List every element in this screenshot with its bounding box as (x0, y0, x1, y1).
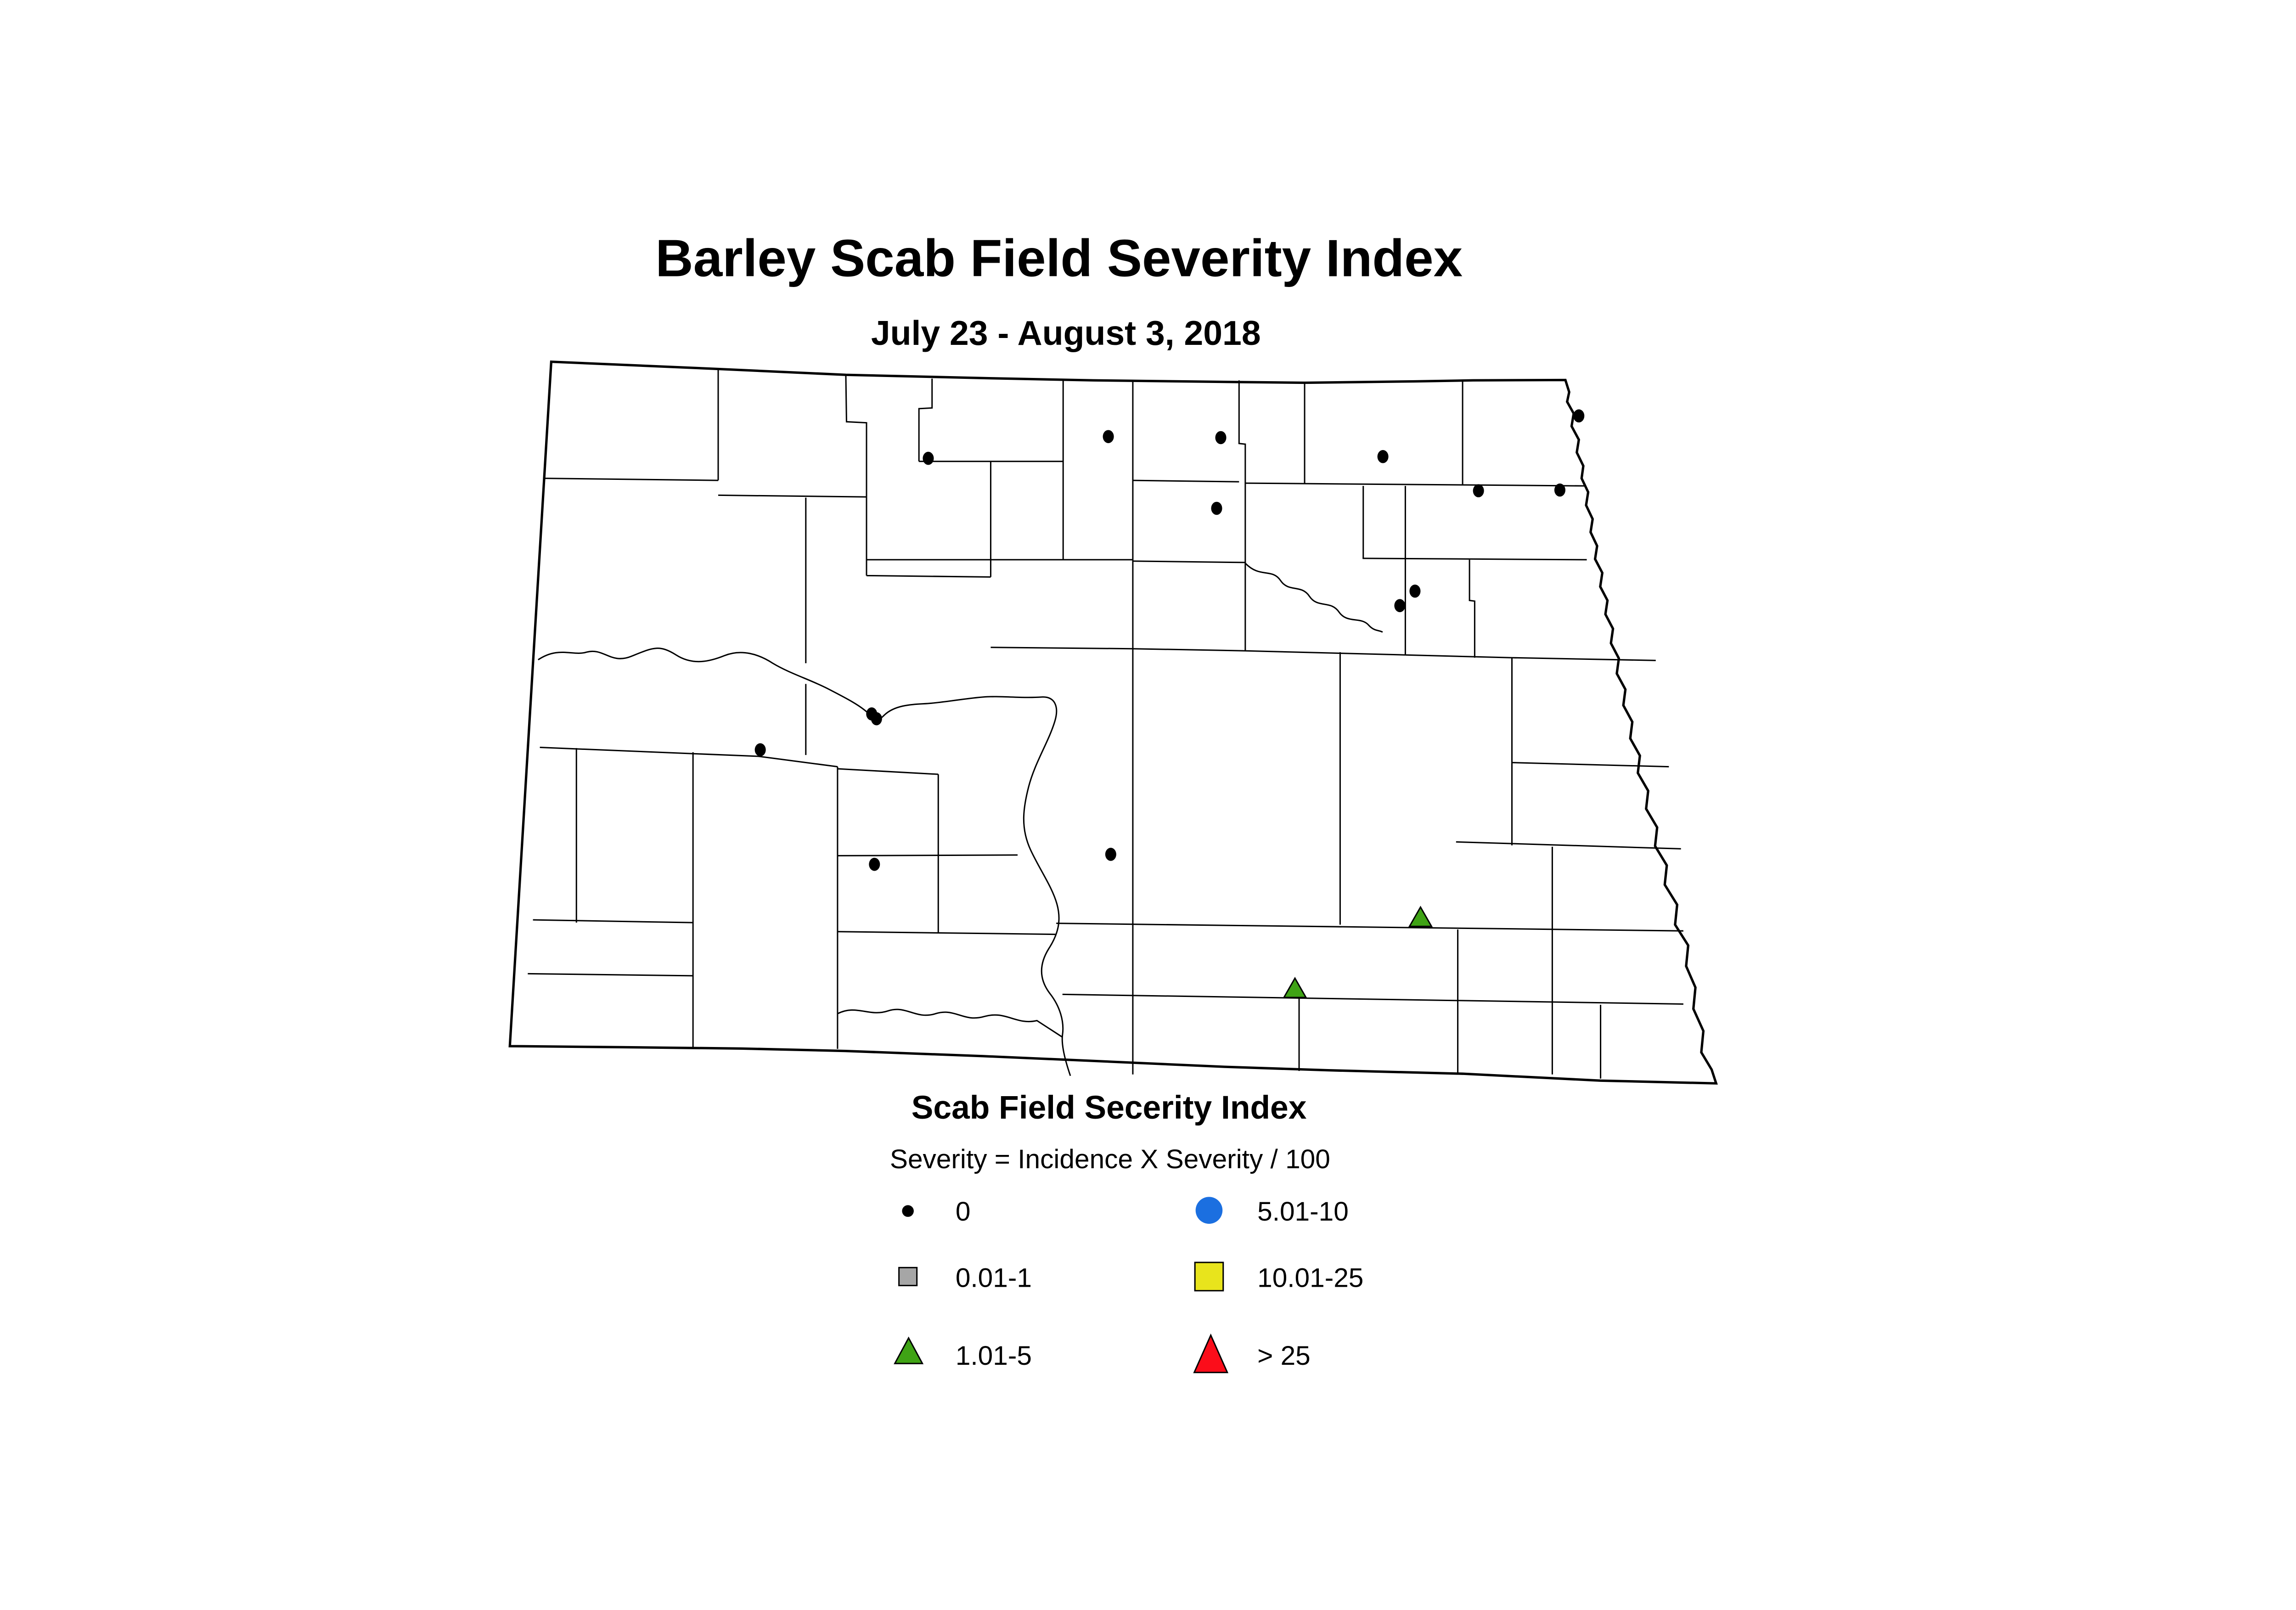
legend-symbol-gray-square-icon (898, 1267, 918, 1286)
county-line (837, 931, 1057, 935)
map-marker-dot (1377, 450, 1389, 463)
legend-label-0-01-1: 0.01-1 (956, 1263, 1032, 1293)
county-line (1056, 923, 1683, 932)
county-line (718, 494, 867, 498)
legend-title: Scab Field Secerity Index (912, 1089, 1307, 1126)
county-line (1512, 762, 1669, 768)
map-marker-dot (871, 712, 882, 726)
missouri-river-line (538, 647, 1071, 1076)
nd-county-map (508, 360, 1718, 1085)
legend-symbol-blue-circle-icon (1195, 1197, 1223, 1224)
legend-symbol-green-triangle-icon (894, 1336, 924, 1364)
map-marker-dot (1215, 431, 1227, 445)
county-line (918, 378, 933, 462)
legend: Scab Field Secerity Index Severity = Inc… (890, 1089, 1363, 1374)
map-markers (754, 409, 1585, 998)
legend-symbol-red-triangle-icon (1193, 1333, 1229, 1374)
county-line (540, 747, 838, 768)
map-marker-dot (1103, 430, 1114, 443)
county-line (1362, 557, 1587, 561)
legend-label-zero: 0 (956, 1197, 971, 1227)
county-line (1132, 479, 1239, 483)
map-marker-dot (1394, 599, 1406, 613)
map-marker-triangle (1283, 977, 1307, 998)
county-line (1469, 559, 1475, 658)
legend-label-10-01-25: 10.01-25 (1257, 1263, 1363, 1293)
devils-lake-line (1244, 563, 1383, 633)
county-line (1238, 380, 1246, 651)
map-marker-dot (869, 857, 880, 871)
cannonball-river-line (837, 1008, 1063, 1038)
county-line (528, 973, 693, 977)
county-line (845, 375, 867, 497)
county-line (867, 574, 991, 578)
map-marker-dot (1105, 848, 1116, 861)
map-marker-dot (1409, 584, 1421, 598)
legend-symbol-yellow-square-icon (1194, 1261, 1224, 1292)
legend-formula: Severity = Incidence X Severity / 100 (890, 1144, 1330, 1174)
legend-label-gt-25: > 25 (1257, 1341, 1311, 1371)
legend-label-5-01-10: 5.01-10 (1257, 1197, 1349, 1227)
county-line (1245, 482, 1587, 487)
map-marker-dot (1473, 484, 1484, 497)
county-boundaries (528, 368, 1683, 1079)
page-title: Barley Scab Field Severity Index (655, 229, 1463, 287)
map-marker-dot (754, 743, 766, 757)
state-border (508, 360, 1718, 1085)
county-line (837, 854, 1018, 856)
legend-label-1-01-5: 1.01-5 (956, 1341, 1032, 1371)
county-line (533, 919, 693, 923)
map-marker-dot (1573, 409, 1585, 422)
legend-symbol-zero-dot-icon (902, 1205, 914, 1217)
map-marker-dot (1554, 483, 1565, 497)
county-line (1132, 560, 1245, 563)
county-line (990, 647, 1406, 656)
county-line (1456, 841, 1681, 850)
map-marker-dot (923, 451, 934, 465)
county-line (544, 478, 719, 481)
map-marker-triangle (1408, 906, 1433, 927)
map-marker-dot (1211, 501, 1222, 515)
county-line (1062, 993, 1683, 1005)
county-line (837, 768, 939, 775)
page-subtitle: July 23 - August 3, 2018 (871, 314, 1261, 352)
